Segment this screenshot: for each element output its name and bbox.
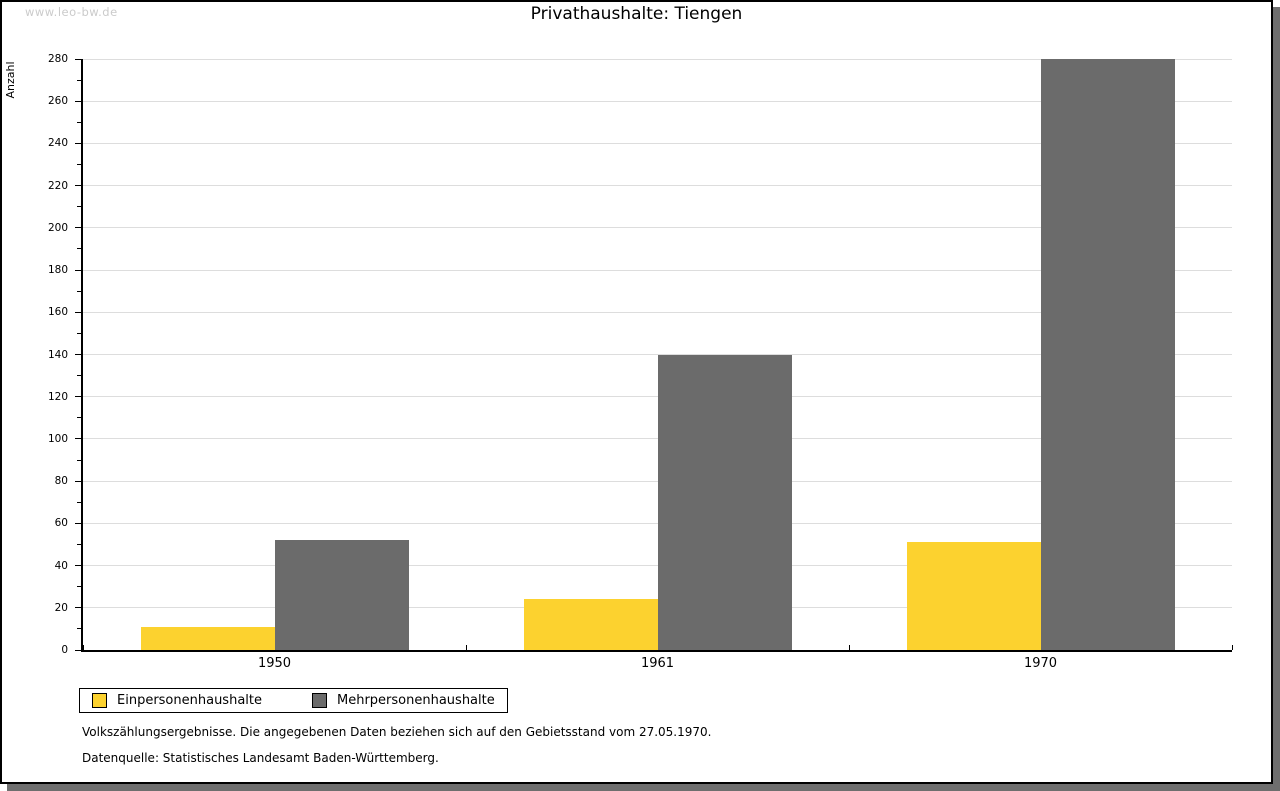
- y-axis-minor-tick: [77, 586, 81, 587]
- bar-mehrpersonenhaushalte: [1041, 59, 1175, 650]
- legend-swatch-icon: [92, 693, 107, 708]
- y-axis-minor-tick: [77, 122, 81, 123]
- y-axis-minor-tick: [77, 544, 81, 545]
- y-axis-minor-tick: [77, 502, 81, 503]
- legend-swatch-icon: [312, 693, 327, 708]
- chart-title: Privathaushalte: Tiengen: [2, 4, 1271, 24]
- y-axis-tick: [75, 481, 81, 482]
- y-axis-tick: [75, 312, 81, 313]
- y-axis-tick-label: 140: [28, 349, 68, 361]
- y-axis-minor-tick: [77, 206, 81, 207]
- y-axis-tick-label: 20: [28, 602, 68, 614]
- y-axis-tick-label: 80: [28, 475, 68, 487]
- footer-note: Volkszählungsergebnisse. Die angegebenen…: [82, 725, 711, 739]
- x-axis-tick: [83, 645, 84, 650]
- y-axis-minor-tick: [77, 164, 81, 165]
- y-axis-tick: [75, 607, 81, 608]
- x-axis-tick-label: 1970: [1024, 656, 1057, 671]
- y-axis-minor-tick: [77, 417, 81, 418]
- y-axis-tick-label: 100: [28, 433, 68, 445]
- y-axis-tick-label: 220: [28, 180, 68, 192]
- x-axis-tick-label: 1961: [641, 656, 674, 671]
- y-axis-minor-tick: [77, 375, 81, 376]
- y-axis-minor-tick: [77, 460, 81, 461]
- y-axis-tick: [75, 59, 81, 60]
- bar-einpersonenhaushalte: [907, 542, 1041, 650]
- y-axis-tick-label: 180: [28, 264, 68, 276]
- footer-source: Datenquelle: Statistisches Landesamt Bad…: [82, 751, 439, 765]
- legend-label: Mehrpersonenhaushalte: [337, 693, 495, 708]
- legend-item: Mehrpersonenhaushalte: [312, 693, 495, 708]
- y-axis-tick: [75, 396, 81, 397]
- y-axis-tick-label: 40: [28, 560, 68, 572]
- x-axis-tick: [466, 645, 467, 650]
- y-axis-tick: [75, 143, 81, 144]
- bar-einpersonenhaushalte: [141, 627, 275, 650]
- y-axis-tick: [75, 650, 81, 651]
- y-axis-tick-label: 260: [28, 95, 68, 107]
- y-axis-tick-label: 160: [28, 306, 68, 318]
- y-axis-minor-tick: [77, 291, 81, 292]
- y-axis-tick: [75, 185, 81, 186]
- y-axis-tick: [75, 270, 81, 271]
- y-axis-label: Anzahl: [4, 30, 20, 130]
- y-axis-minor-tick: [77, 80, 81, 81]
- x-axis-tick: [1232, 645, 1233, 650]
- y-axis-tick: [75, 438, 81, 439]
- x-axis-tick-label: 1950: [258, 656, 291, 671]
- bar-einpersonenhaushalte: [524, 599, 658, 650]
- y-axis-tick: [75, 523, 81, 524]
- y-axis-tick-label: 200: [28, 222, 68, 234]
- chart-window: www.leo-bw.de Privathaushalte: Tiengen A…: [0, 0, 1273, 784]
- legend-label: Einpersonenhaushalte: [117, 693, 262, 708]
- y-axis-minor-tick: [77, 628, 81, 629]
- y-axis-minor-tick: [77, 248, 81, 249]
- y-axis-tick-label: 0: [28, 644, 68, 656]
- legend-item: Einpersonenhaushalte: [92, 693, 262, 708]
- bar-mehrpersonenhaushalte: [658, 355, 792, 651]
- legend: Einpersonenhaushalte Mehrpersonenhaushalt…: [79, 688, 508, 713]
- bar-mehrpersonenhaushalte: [275, 540, 409, 650]
- x-axis-tick: [849, 645, 850, 650]
- y-axis-minor-tick: [77, 333, 81, 334]
- y-axis-tick-label: 60: [28, 517, 68, 529]
- y-axis-tick: [75, 227, 81, 228]
- y-axis-tick-label: 240: [28, 137, 68, 149]
- y-axis-tick: [75, 101, 81, 102]
- y-axis-tick: [75, 354, 81, 355]
- y-axis-tick-label: 280: [28, 53, 68, 65]
- plot-area: 0204060801001201401601802002202402602801…: [81, 59, 1232, 652]
- y-axis-tick-label: 120: [28, 391, 68, 403]
- y-axis-tick: [75, 565, 81, 566]
